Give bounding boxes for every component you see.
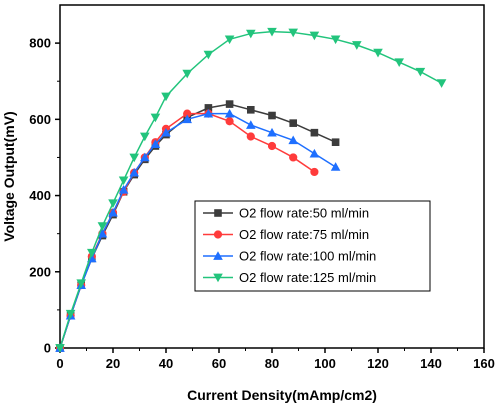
- data-point: [267, 141, 277, 151]
- data-point: [310, 167, 319, 177]
- data-point: [140, 132, 150, 142]
- data-point: [150, 139, 161, 148]
- axes: 0 20 40 60 80 100 120 140 160 0 200 400 600 800: [29, 36, 495, 371]
- data-point: [436, 79, 447, 88]
- data-point: [330, 162, 341, 171]
- data-point: [161, 127, 171, 137]
- data-point: [182, 69, 192, 79]
- data-point: [415, 67, 426, 77]
- data-point: [331, 138, 340, 146]
- y-tick-label: 800: [29, 36, 51, 51]
- legend-item: O2 flow rate:75 ml/min: [203, 227, 369, 242]
- legend-label: O2 flow rate:50 ml/min: [239, 206, 369, 221]
- data-point: [65, 309, 76, 319]
- data-point: [204, 104, 213, 112]
- legend-item: O2 flow rate:100 ml/min: [203, 249, 376, 264]
- x-tick-label: 140: [420, 356, 442, 371]
- data-point: [246, 120, 256, 129]
- data-point: [203, 108, 214, 118]
- legend-item: O2 flow rate:50 ml/min: [203, 206, 369, 221]
- data-point: [97, 222, 108, 231]
- x-tick-label: 80: [265, 356, 279, 371]
- data-point: [289, 153, 298, 162]
- data-point: [108, 199, 118, 208]
- data-point: [97, 228, 108, 238]
- data-point: [267, 127, 277, 137]
- series-layer: [55, 27, 447, 353]
- legend-marker: [213, 273, 223, 283]
- data-point: [267, 27, 277, 37]
- y-tick-label: 400: [29, 188, 51, 203]
- data-point: [288, 28, 298, 38]
- data-point: [247, 106, 255, 114]
- legend-box: [194, 200, 431, 292]
- data-point: [118, 185, 129, 194]
- legend: O2 flow rate:50 ml/min O2 flow rate:75 ml…: [194, 200, 431, 292]
- data-point: [129, 153, 139, 163]
- x-tick-label: 160: [473, 356, 495, 371]
- legend-label: O2 flow rate:100 ml/min: [239, 249, 376, 264]
- data-point: [108, 207, 118, 217]
- data-point: [289, 119, 297, 127]
- data-point: [118, 176, 129, 186]
- x-tick-label: 120: [367, 356, 389, 371]
- data-point: [373, 48, 383, 58]
- y-tick-label: 200: [29, 264, 51, 279]
- data-point: [246, 29, 256, 39]
- y-tick-label: 600: [29, 112, 51, 127]
- legend-marker: [213, 230, 223, 239]
- legend-label: O2 flow rate:125 ml/min: [239, 270, 376, 285]
- data-point: [150, 113, 161, 123]
- data-point: [225, 117, 234, 126]
- data-point: [161, 92, 171, 102]
- data-point: [140, 152, 150, 162]
- data-point: [310, 128, 319, 137]
- data-point: [225, 100, 234, 108]
- data-point: [246, 132, 255, 141]
- data-point: [55, 344, 65, 353]
- x-tick-label: 0: [56, 356, 63, 371]
- x-tick-label: 20: [106, 356, 120, 371]
- data-point: [203, 50, 214, 60]
- data-point: [288, 135, 298, 145]
- data-point: [224, 35, 235, 45]
- data-point: [87, 248, 97, 258]
- legend-item: O2 flow rate:125 ml/min: [203, 270, 376, 285]
- x-tick-label: 100: [314, 356, 336, 371]
- series-line: [59, 30, 442, 349]
- data-point: [309, 148, 320, 158]
- data-point: [224, 108, 235, 118]
- data-point: [268, 111, 276, 120]
- y-axis-title: Voltage Output(mV): [1, 111, 17, 241]
- data-point: [309, 31, 320, 41]
- data-point: [182, 114, 192, 124]
- legend-label: O2 flow rate:75 ml/min: [239, 227, 369, 242]
- x-tick-label: 40: [159, 356, 173, 371]
- series-4: [55, 27, 447, 353]
- x-axis-title: Current Density(mAmp/cm2): [187, 387, 377, 403]
- data-point: [129, 167, 139, 177]
- y-tick-label: 0: [44, 341, 51, 356]
- data-point: [394, 58, 404, 67]
- data-point: [352, 41, 362, 50]
- legend-marker: [214, 209, 222, 217]
- data-point: [76, 279, 86, 289]
- data-point: [183, 109, 192, 118]
- legend-marker: [213, 251, 223, 260]
- data-point: [330, 35, 341, 45]
- x-tick-label: 60: [212, 356, 226, 371]
